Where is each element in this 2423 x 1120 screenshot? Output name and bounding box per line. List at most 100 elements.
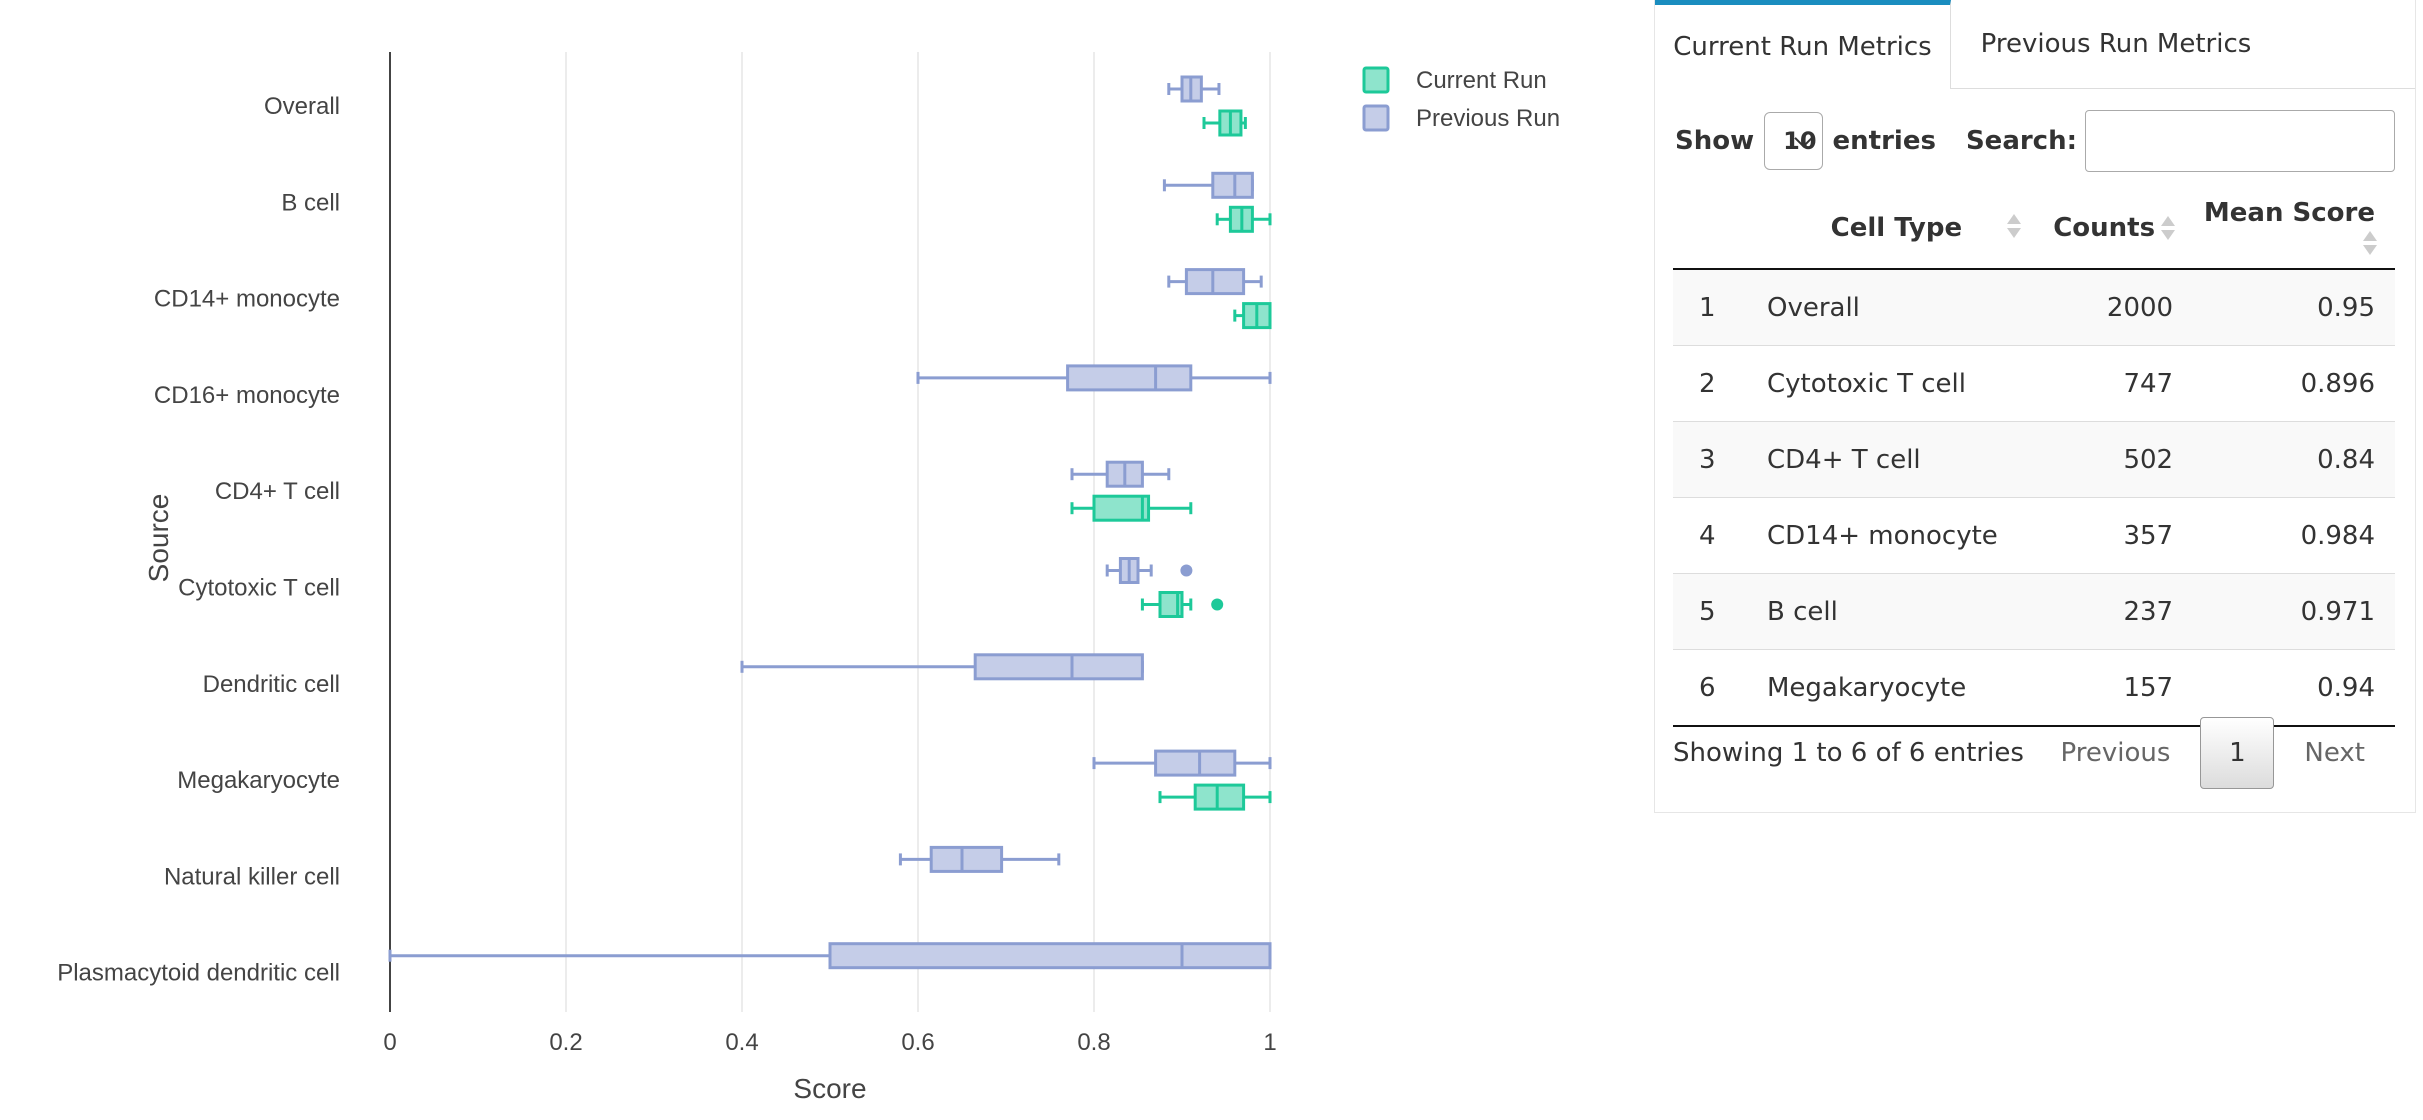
table-row: 5 B cell 237 0.971	[1673, 573, 2395, 650]
column-header-label: Mean Score	[2203, 198, 2375, 228]
column-header-mean-score[interactable]: Mean Score	[2187, 188, 2395, 270]
row-index: 6	[1673, 649, 1763, 727]
cell-type: CD14+ monocyte	[1762, 497, 2027, 574]
column-header-label: Cell Type	[1830, 213, 1963, 243]
counts: 747	[2026, 345, 2188, 422]
box-plot-current	[1140, 591, 1224, 618]
box-plot-previous	[916, 364, 1272, 392]
counts: 157	[2026, 649, 2188, 727]
page-1-button[interactable]: 1	[2200, 717, 2275, 789]
y-category-label: Megakaryocyte	[177, 767, 340, 794]
box-plot-current	[1233, 302, 1272, 330]
sort-icon	[2161, 215, 2176, 242]
box-plot-previous	[1162, 171, 1254, 199]
table-row: 2 Cytotoxic T cell 747 0.896	[1673, 345, 2395, 422]
box	[1066, 364, 1193, 392]
tab-previous-run-metrics[interactable]: Previous Run Metrics	[1980, 29, 2252, 59]
tab-bar: Current Run Metrics Previous Run Metrics	[1655, 0, 2415, 89]
pagination: Previous 1 Next	[2031, 717, 2395, 789]
column-header-label: Counts	[2053, 213, 2156, 243]
table-row: 3 CD4+ T cell 502 0.84	[1673, 421, 2395, 498]
y-category-label: B cell	[281, 189, 340, 216]
y-category-label: Plasmacytoid dendritic cell	[57, 960, 340, 987]
cell-type: Megakaryocyte	[1762, 649, 2027, 727]
page-size-select[interactable]: 10	[1764, 112, 1823, 170]
box	[1092, 494, 1151, 522]
row-index: 5	[1673, 573, 1763, 650]
x-tick-label: 0.2	[549, 1029, 582, 1056]
box-plot-current	[1215, 205, 1272, 233]
box	[929, 845, 1004, 873]
x-tick-label: 0	[383, 1029, 396, 1056]
box-plot-previous	[1167, 75, 1221, 103]
mean-score: 0.94	[2187, 649, 2395, 727]
y-category-label: Cytotoxic T cell	[178, 575, 340, 602]
y-category-label: Natural killer cell	[164, 863, 340, 890]
box	[1154, 749, 1237, 777]
mean-score: 0.95	[2187, 269, 2395, 346]
table-header-row: Cell Type Counts Mean Score	[1673, 188, 2395, 270]
x-tick-label: 0.4	[725, 1029, 758, 1056]
legend-swatch	[1362, 66, 1390, 94]
counts: 357	[2026, 497, 2188, 574]
row-index: 1	[1673, 269, 1763, 346]
mean-score: 0.984	[2187, 497, 2395, 574]
box-plot-previous	[388, 942, 1272, 970]
entries-label: entries	[1832, 126, 1936, 156]
table-controls: Show 10 entries Search:	[1675, 110, 2395, 172]
legend-label: Previous Run	[1416, 105, 1560, 132]
mean-score: 0.896	[2187, 345, 2395, 422]
table-row: 4 CD14+ monocyte 357 0.984	[1673, 497, 2395, 574]
table-row: 6 Megakaryocyte 157 0.94	[1673, 649, 2395, 727]
outlier-point	[1211, 598, 1224, 611]
box-plot-current	[1158, 783, 1272, 811]
row-index: 3	[1673, 421, 1763, 498]
metrics-table: Cell Type Counts Mean Score 1 Overall 20…	[1673, 188, 2395, 727]
counts: 237	[2026, 573, 2188, 650]
cell-type: B cell	[1762, 573, 2027, 650]
counts: 502	[2026, 421, 2188, 498]
previous-page-button[interactable]: Previous	[2060, 738, 2171, 768]
next-page-button[interactable]: Next	[2304, 738, 2365, 768]
box-plot-previous	[1167, 268, 1263, 296]
column-header-cell-type[interactable]: Cell Type	[1762, 188, 2027, 270]
box-plot-previous	[1105, 557, 1193, 584]
cell-type: CD4+ T cell	[1762, 421, 2027, 498]
table-footer: Showing 1 to 6 of 6 entries Previous 1 N…	[1673, 717, 2395, 789]
outlier-point	[1180, 564, 1193, 577]
box	[1184, 268, 1246, 296]
cell-type: Overall	[1762, 269, 2027, 346]
x-tick-label: 0.8	[1077, 1029, 1110, 1056]
x-axis-title: Score	[793, 1073, 866, 1104]
legend-label: Current Run	[1416, 67, 1547, 94]
box-plot-chart: 0 0.2 0.4 0.6 0.8 1 Score Source Overall B cell CD…	[57, 52, 1560, 1104]
y-category-label: CD14+ monocyte	[154, 286, 340, 313]
show-label: Show	[1675, 126, 1755, 156]
box	[1211, 171, 1254, 199]
y-category-label: CD16+ monocyte	[154, 382, 340, 409]
y-category-label: Overall	[264, 93, 340, 120]
counts: 2000	[2026, 269, 2188, 346]
sort-icon	[2006, 214, 2021, 240]
mean-score: 0.971	[2187, 573, 2395, 650]
x-tick-label: 1	[1263, 1029, 1276, 1056]
y-category-label: Dendritic cell	[203, 671, 340, 698]
search-input[interactable]	[2085, 110, 2395, 172]
column-header-counts[interactable]: Counts	[2026, 188, 2188, 270]
box-plot-current	[1070, 494, 1193, 522]
y-axis-title: Source	[143, 494, 174, 583]
cell-type: Cytotoxic T cell	[1762, 345, 2027, 422]
sort-icon	[2363, 230, 2377, 257]
row-index: 2	[1673, 345, 1763, 422]
box-plot-current	[1202, 109, 1247, 137]
box	[828, 942, 1272, 970]
search-label: Search:	[1965, 126, 2077, 156]
x-tick-label: 0.6	[901, 1029, 934, 1056]
table-row: 1 Overall 2000 0.95	[1673, 269, 2395, 346]
y-category-label: CD4+ T cell	[215, 478, 340, 505]
box-plot-previous	[1092, 749, 1272, 777]
box	[1193, 783, 1246, 811]
tab-current-run-metrics[interactable]: Current Run Metrics	[1655, 0, 1951, 89]
box-plot-previous	[740, 653, 1144, 681]
box-plot-previous	[1070, 460, 1171, 488]
